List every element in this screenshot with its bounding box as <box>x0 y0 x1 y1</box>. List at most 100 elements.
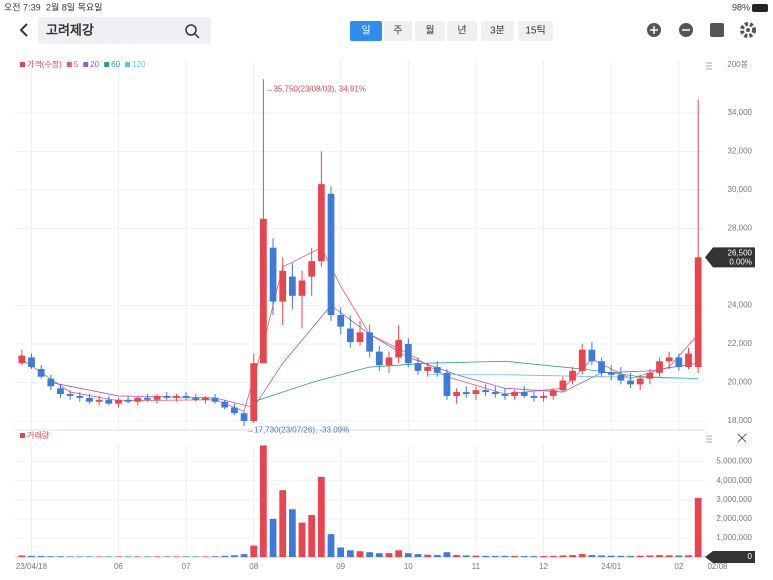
close-volume[interactable] <box>737 433 747 443</box>
candle-body <box>453 392 461 396</box>
min-annotation: →17,730(23/07/26), -33.09% <box>246 425 349 434</box>
candle-body <box>221 401 229 408</box>
volume-bar <box>250 545 258 557</box>
candle-body <box>472 390 480 395</box>
candle-body <box>37 368 45 377</box>
back-button[interactable] <box>19 23 28 37</box>
volume-bar <box>173 556 180 557</box>
x-tick-label: 11 <box>472 562 481 571</box>
time: 오전 7:39 <box>4 2 41 12</box>
x-tick-label: 02 <box>674 562 683 571</box>
battery: 98% <box>732 2 750 12</box>
volume-bar <box>627 555 634 557</box>
volume-bar <box>76 556 84 557</box>
fullscreen[interactable] <box>710 23 724 37</box>
x-tick-label: 06 <box>114 562 123 571</box>
volume-bar <box>414 554 422 557</box>
volume-bar <box>636 555 644 557</box>
legend-label: 120 <box>132 60 146 69</box>
volume-bar <box>356 551 364 557</box>
candle-body <box>588 349 596 362</box>
volume-bar <box>288 509 296 557</box>
candle-body <box>482 390 489 393</box>
panel-menu[interactable] <box>706 62 712 443</box>
last-volume-tag <box>705 551 755 563</box>
volume-bar <box>269 518 277 557</box>
y-tick-label: 24,000 <box>728 301 753 310</box>
candle-body <box>95 399 103 402</box>
legend-label: 가격(수정) <box>27 59 62 69</box>
candle-body <box>424 367 432 371</box>
candle-body <box>569 370 576 381</box>
candle-body <box>231 407 238 414</box>
volume-bar <box>569 555 576 557</box>
y-tick-label: 32,000 <box>728 147 753 156</box>
candle-body <box>501 394 509 396</box>
period-tab[interactable] <box>518 21 553 41</box>
search-box[interactable] <box>38 17 211 44</box>
volume-bar <box>124 556 132 557</box>
volume-bar <box>366 552 374 557</box>
volume-bar <box>375 553 383 557</box>
volume-bar <box>221 555 229 557</box>
candle-body <box>578 349 586 371</box>
candle-body <box>491 392 499 395</box>
period-label: 년 <box>457 25 466 37</box>
x-tick-label: 09 <box>336 562 345 571</box>
volume-bar <box>298 522 306 557</box>
volume-bar <box>211 556 219 557</box>
candle-body <box>57 388 64 395</box>
candle-body <box>414 363 422 371</box>
candle-body <box>211 397 219 402</box>
volume-bar <box>665 555 673 557</box>
volume-bar <box>115 556 122 557</box>
candle-body <box>375 351 383 366</box>
settings[interactable] <box>740 22 756 38</box>
volume-bar <box>404 553 412 557</box>
volume-bar <box>530 556 538 557</box>
candle-body <box>250 363 258 421</box>
battery-icon <box>752 4 768 12</box>
candle-body <box>337 315 345 327</box>
period-tab[interactable] <box>384 21 412 41</box>
last-price-tag <box>705 247 755 268</box>
period-tab[interactable] <box>350 21 382 41</box>
volume-bar <box>598 555 605 557</box>
search-icon[interactable] <box>185 24 197 36</box>
candle-body <box>540 395 547 398</box>
volume-bar <box>202 556 209 557</box>
volume-bar <box>86 556 93 557</box>
volume-bar <box>453 555 461 557</box>
volume-bar <box>588 555 596 557</box>
x-tick-label: 24/01 <box>601 562 622 571</box>
volume-bar <box>317 476 325 557</box>
volume-bar <box>520 556 528 557</box>
candle-body <box>549 390 557 396</box>
candle-body <box>607 372 615 375</box>
volume-bar <box>433 555 441 557</box>
candle-body <box>366 332 374 352</box>
period-label: 15틱 <box>525 25 545 37</box>
volume-bar <box>501 555 509 557</box>
candle-body <box>18 355 26 364</box>
volume-bar <box>675 555 683 557</box>
volume-bar <box>491 555 499 557</box>
candle-body <box>279 270 287 302</box>
period-label: 월 <box>425 25 434 37</box>
last-volume: 0 <box>748 552 753 561</box>
volume-bar <box>549 555 557 557</box>
candle-body <box>153 395 161 400</box>
period-tab[interactable] <box>447 21 477 41</box>
legend-label: 5 <box>74 60 79 69</box>
candle-body <box>124 399 132 402</box>
volume-bar <box>144 556 151 557</box>
y-tick-label: 2,000,000 <box>716 514 752 523</box>
period-tab[interactable] <box>415 21 445 41</box>
volume-bar <box>134 556 142 557</box>
last-price: 26,500 <box>728 248 753 257</box>
volume-bar <box>259 445 267 557</box>
settings-icon <box>746 28 750 32</box>
period-tab[interactable] <box>481 21 514 41</box>
volume-bar <box>346 550 354 557</box>
